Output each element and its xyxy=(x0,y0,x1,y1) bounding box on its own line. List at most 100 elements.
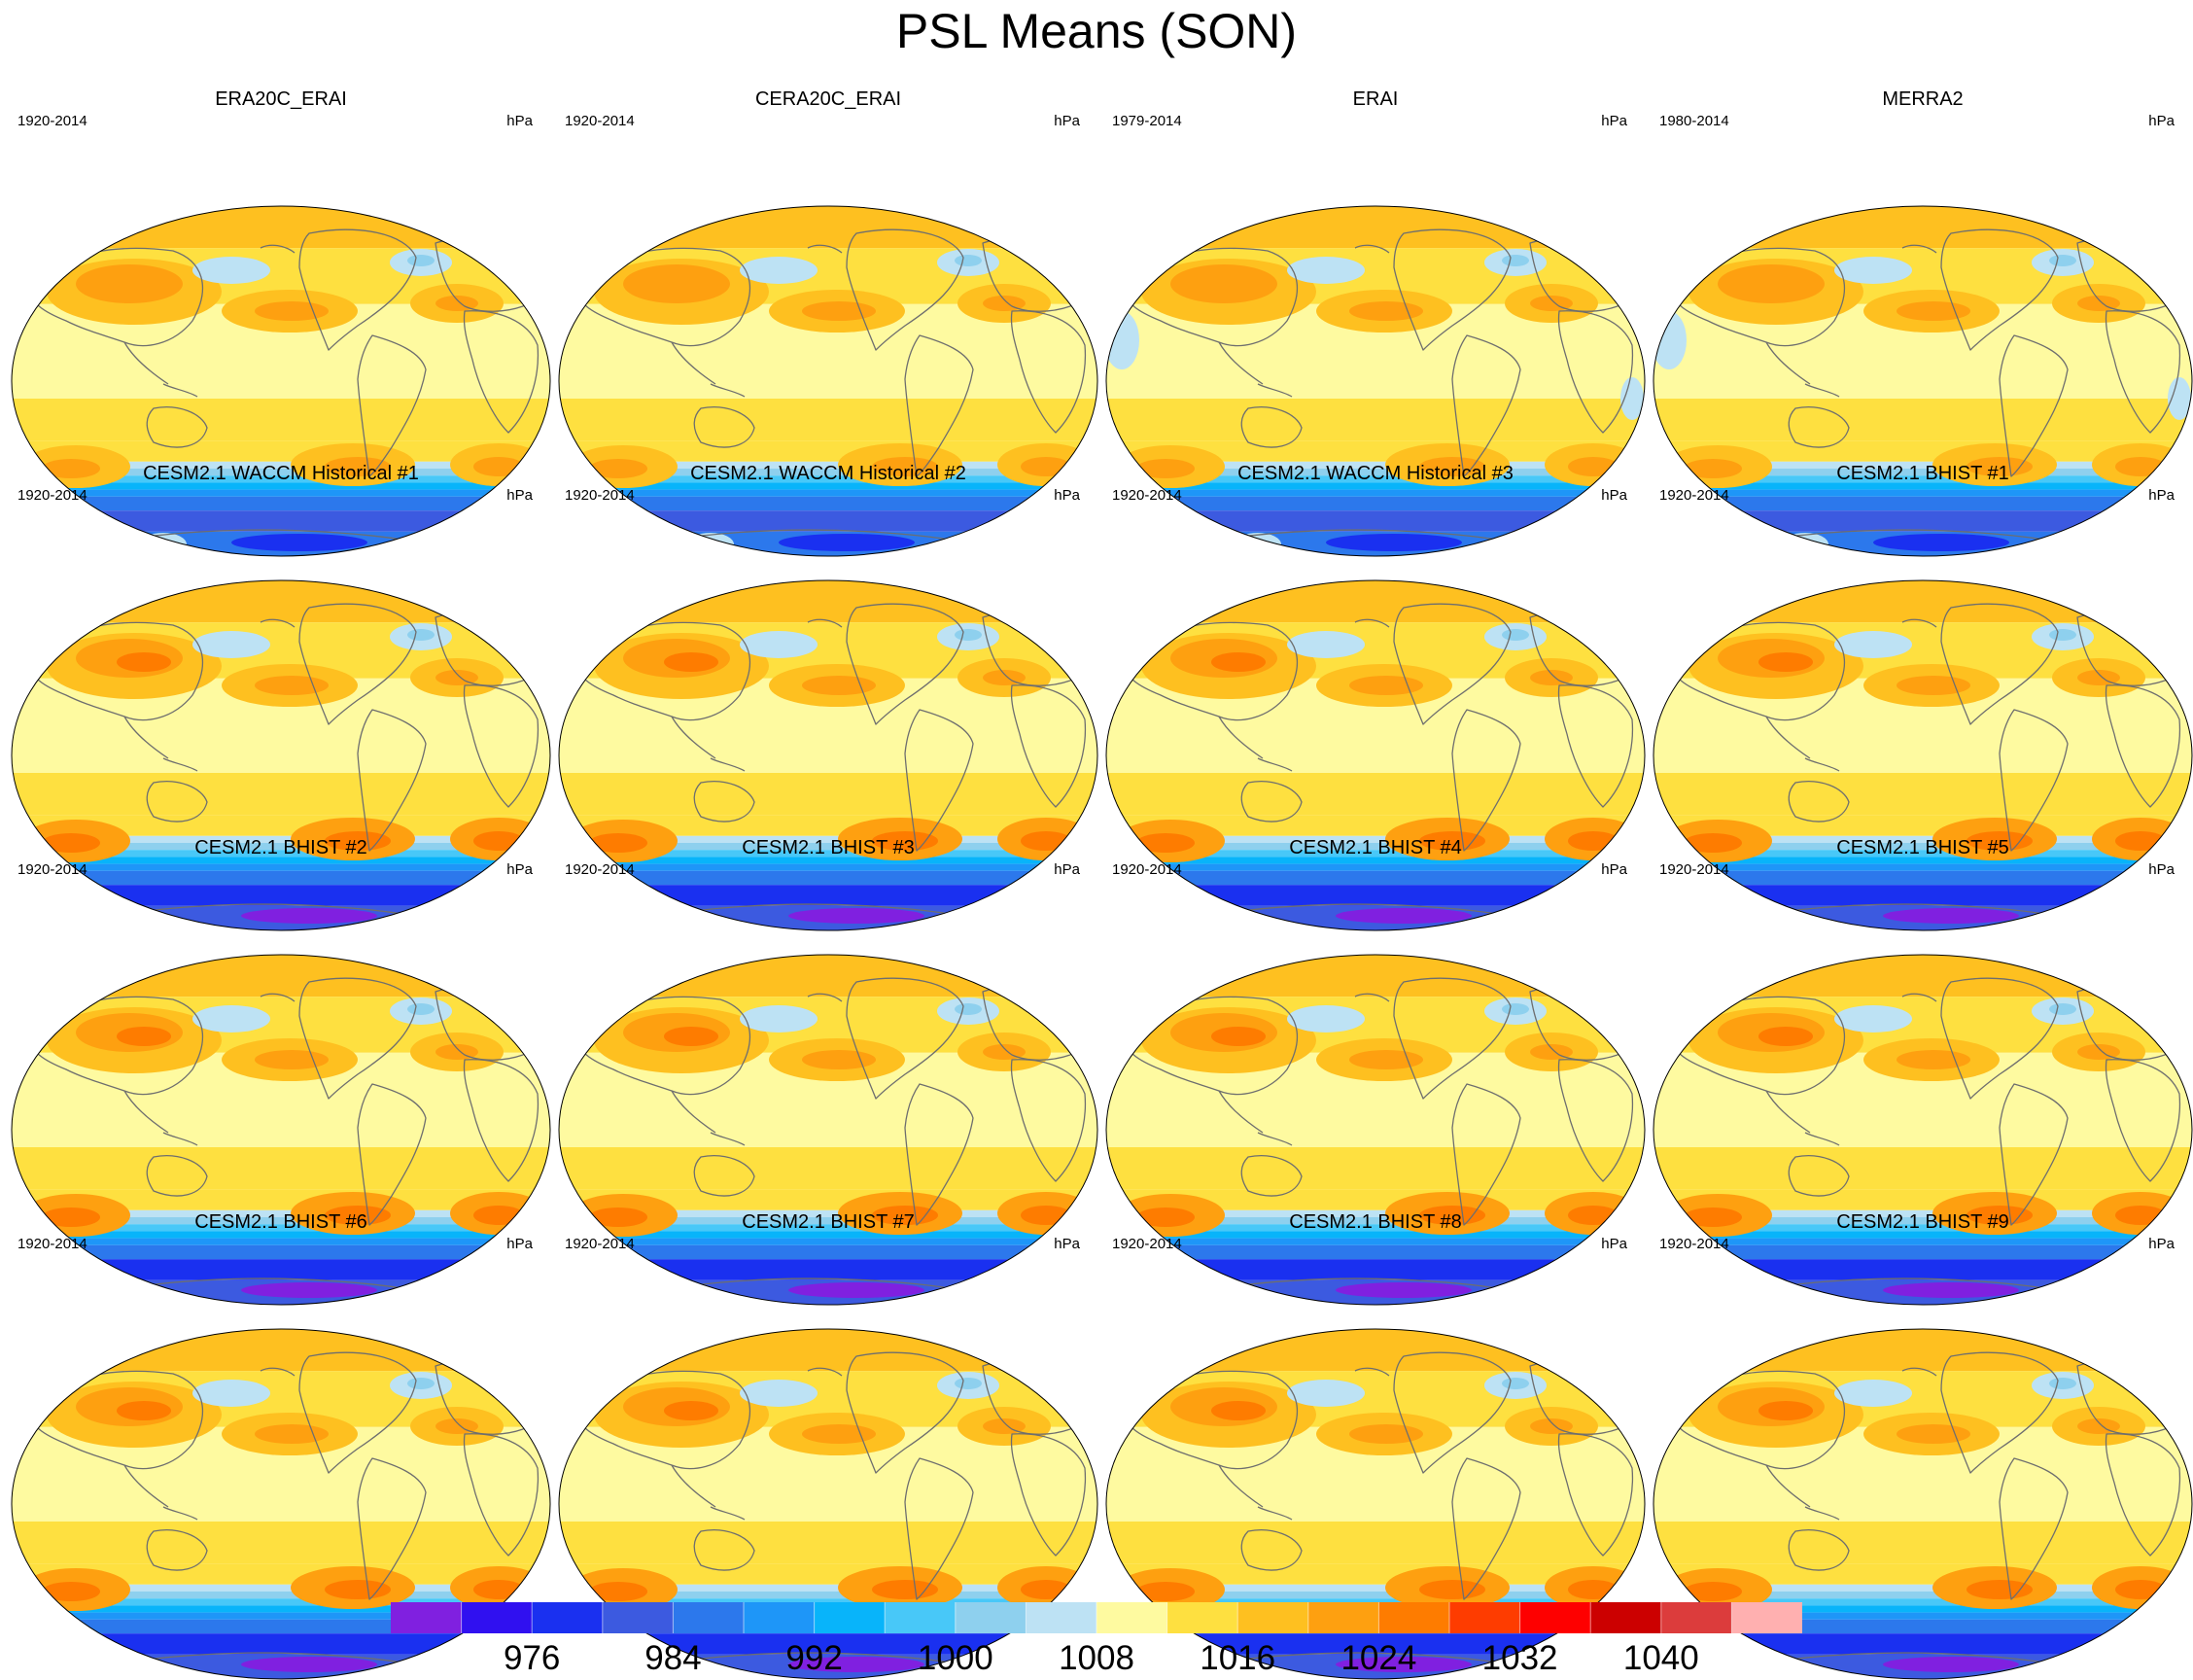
africa-coast xyxy=(1010,684,1087,808)
sh-gradient-1 xyxy=(1106,835,1645,843)
icelandic-low-core xyxy=(955,1003,982,1015)
panel-period: 1980-2014 xyxy=(1659,113,1729,129)
panel-units: hPa xyxy=(2148,861,2175,878)
alaska-coast xyxy=(1901,993,1937,1002)
australia-coast xyxy=(1788,1529,1850,1571)
arctic-band xyxy=(1653,206,2192,249)
panel-title: CESM2.1 WACCM Historical #3 xyxy=(1237,463,1514,484)
arctic-band xyxy=(1106,206,1645,249)
se-asia-coast xyxy=(671,1464,716,1508)
sh-gradient-4 xyxy=(1653,482,2192,490)
sh-subtrop-band-2 xyxy=(1106,1563,1645,1585)
colorbar-swatch xyxy=(1237,1602,1309,1633)
maritime-continent xyxy=(1257,1132,1293,1146)
sh-gradient-1 xyxy=(1653,1584,2192,1592)
colorbar-swatch xyxy=(1519,1602,1591,1633)
map-border xyxy=(1653,954,2193,1306)
south-america-coast xyxy=(1999,709,2069,852)
map-border xyxy=(558,205,1098,557)
map-svg xyxy=(558,205,1098,557)
africa-coast xyxy=(2105,310,2181,434)
map-svg xyxy=(1653,954,2193,1306)
s-indian-high-core xyxy=(1136,1208,1195,1227)
sh-gradient-1 xyxy=(1653,835,2192,843)
se-asia-coast xyxy=(1218,1464,1264,1508)
south-america-coast xyxy=(1999,1083,2069,1226)
sh-gradient-2 xyxy=(1653,843,2192,851)
south-america-coast xyxy=(357,709,427,852)
panel-title: CESM2.1 BHIST #2 xyxy=(194,837,367,858)
sh-gradient-3 xyxy=(559,850,1097,858)
sh-gradient-5 xyxy=(12,489,550,497)
west-edge-low xyxy=(1106,311,1139,369)
sh-subtrop-band xyxy=(559,773,1097,816)
colorbar-swatch xyxy=(673,1602,745,1633)
se-asia-coast xyxy=(123,1090,169,1134)
north-america-coast xyxy=(846,228,964,351)
icelandic-low-core xyxy=(1502,1378,1529,1389)
alaska-coast xyxy=(807,993,843,1002)
sh-gradient-2 xyxy=(1106,1592,1645,1599)
alaska-coast xyxy=(260,618,296,628)
southern-trough xyxy=(12,1259,550,1280)
map-panel: CESM2.1 BHIST #1 1920-2014 hPa xyxy=(1650,462,2193,931)
colorbar-swatch xyxy=(1026,1602,1097,1633)
aleutian-low xyxy=(192,631,270,658)
arctic-band xyxy=(12,955,550,998)
siberian-high-core xyxy=(1170,264,1277,303)
aleutian-low xyxy=(740,1005,818,1032)
south-america-coast xyxy=(904,1457,974,1600)
sh-subtrop-band xyxy=(12,399,550,441)
sh-gradient-1 xyxy=(1106,461,1645,469)
southern-trough xyxy=(559,885,1097,906)
panel-units: hPa xyxy=(2148,1236,2175,1252)
icelandic-low-core xyxy=(407,1378,435,1389)
maritime-continent xyxy=(1804,757,1840,772)
sh-gradient-4 xyxy=(12,1605,550,1613)
panel-period: 1920-2014 xyxy=(17,487,87,504)
map-svg xyxy=(1105,579,1646,931)
s-indian-high-core xyxy=(589,833,647,853)
s-indian-high-core xyxy=(42,1582,100,1601)
australia-coast xyxy=(693,1155,755,1197)
map-svg xyxy=(11,1328,551,1680)
aleutian-low xyxy=(1834,257,1912,284)
aleutian-low xyxy=(1834,631,1912,658)
sh-gradient-5 xyxy=(559,1238,1097,1245)
siberian-high-inner xyxy=(1758,1027,1813,1046)
aleutian-low xyxy=(1287,257,1365,284)
north-america-coast xyxy=(846,1351,964,1474)
sh-gradient-3 xyxy=(559,1224,1097,1232)
north-america-coast xyxy=(298,1351,417,1474)
east-edge-low xyxy=(2168,377,2191,420)
page-title: PSL Means (SON) xyxy=(895,4,1298,58)
alaska-coast xyxy=(1354,993,1390,1002)
asia-coast xyxy=(1121,1370,1299,1470)
sh-gradient-1 xyxy=(12,461,550,469)
arctic-band xyxy=(1653,580,2192,623)
south-america-coast xyxy=(904,709,974,852)
map-panel: ERAI 1979-2014 hPa xyxy=(1102,88,1649,557)
panel-period: 1920-2014 xyxy=(1112,861,1182,878)
asia-coast xyxy=(1121,621,1299,721)
colorbar-swatch xyxy=(1660,1602,1732,1633)
n-pacific-high-core xyxy=(802,1424,876,1444)
map-panel: CESM2.1 BHIST #7 1920-2014 hPa xyxy=(555,1210,1101,1680)
s-indian-high-core xyxy=(1684,833,1742,853)
icelandic-low-core xyxy=(1502,629,1529,641)
amundsen-low-core xyxy=(241,1282,377,1298)
aleutian-low xyxy=(1287,631,1365,658)
north-america-coast xyxy=(846,977,964,1100)
arctic-band xyxy=(1106,580,1645,623)
sh-gradient-6 xyxy=(1653,1244,2192,1260)
sh-gradient-3 xyxy=(1106,1224,1645,1232)
sh-subtrop-band-2 xyxy=(12,1189,550,1210)
icelandic-low-core xyxy=(955,255,982,266)
alaska-coast xyxy=(1354,244,1390,254)
southern-trough xyxy=(12,510,550,532)
colorbar-swatch xyxy=(461,1602,533,1633)
s-pacific-high-core xyxy=(872,1580,938,1599)
maritime-continent xyxy=(162,383,198,398)
panel-units: hPa xyxy=(1054,113,1080,129)
map-panel: CESM2.1 BHIST #3 1920-2014 hPa xyxy=(555,836,1101,1306)
